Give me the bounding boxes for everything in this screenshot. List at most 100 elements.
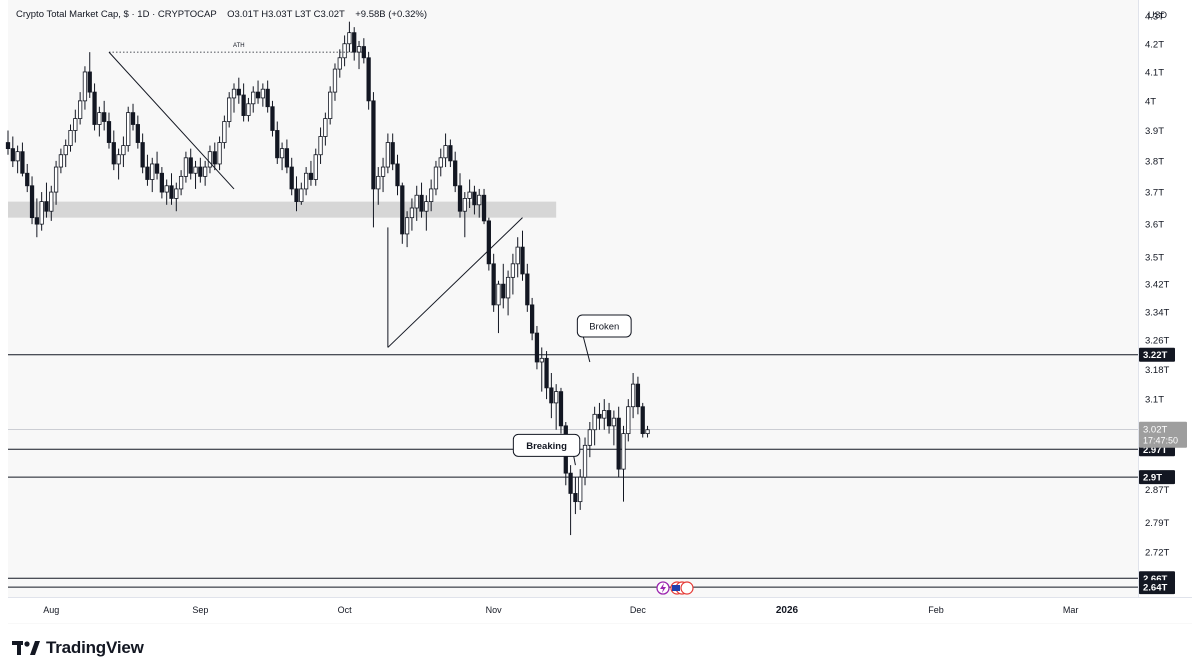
candle-body[interactable] <box>400 185 405 235</box>
candle-body[interactable] <box>58 154 64 168</box>
candle-body[interactable] <box>5 142 11 150</box>
candle-body[interactable] <box>611 417 617 427</box>
candle-body[interactable] <box>554 391 559 404</box>
candle-body[interactable] <box>303 172 309 190</box>
candle-body[interactable] <box>130 112 136 125</box>
candle-body[interactable] <box>332 68 338 93</box>
candle-body[interactable] <box>44 201 49 212</box>
candle-body[interactable] <box>453 160 458 187</box>
candle-body[interactable] <box>10 148 15 162</box>
candle-body[interactable] <box>328 91 333 119</box>
callout-box[interactable] <box>512 433 581 457</box>
candle-body[interactable] <box>616 417 621 470</box>
candle-body[interactable] <box>429 188 434 203</box>
candle-body[interactable] <box>337 57 342 70</box>
time-axis-row[interactable] <box>8 597 1192 623</box>
candle-body[interactable] <box>477 194 482 206</box>
candle-body[interactable] <box>419 194 424 212</box>
candle-body[interactable] <box>448 145 453 162</box>
candle-body[interactable] <box>390 142 395 165</box>
trendline[interactable] <box>387 217 523 348</box>
candle-body[interactable] <box>602 410 607 419</box>
candle-body[interactable] <box>457 185 463 212</box>
candle-body[interactable] <box>106 121 112 143</box>
candle-body[interactable] <box>356 46 362 53</box>
candle-body[interactable] <box>53 166 59 193</box>
candle-body[interactable] <box>347 32 352 45</box>
candle-body[interactable] <box>217 142 222 165</box>
candle-body[interactable] <box>15 151 20 162</box>
candle-body[interactable] <box>183 157 189 177</box>
interval-label[interactable]: 1D <box>137 9 150 20</box>
candle-body[interactable] <box>549 387 554 404</box>
candle-body[interactable] <box>621 433 626 470</box>
candle-body[interactable] <box>491 263 496 306</box>
candle-body[interactable] <box>140 142 145 168</box>
candle-body[interactable] <box>443 145 448 159</box>
candle-body[interactable] <box>626 406 631 435</box>
candle-body[interactable] <box>520 246 525 275</box>
candle-body[interactable] <box>544 357 549 389</box>
candle-body[interactable] <box>279 148 285 159</box>
candle-body[interactable] <box>308 172 314 180</box>
candle-body[interactable] <box>34 217 39 225</box>
candle-body[interactable] <box>515 246 520 265</box>
candle-body[interactable] <box>270 106 275 131</box>
candle-body[interactable] <box>203 166 208 177</box>
candle-body[interactable] <box>39 201 44 225</box>
chart-area[interactable] <box>8 0 1192 624</box>
candle-body[interactable] <box>505 276 511 299</box>
candle-body[interactable] <box>433 166 439 190</box>
candle-body[interactable] <box>92 91 97 125</box>
candle-body[interactable] <box>178 175 184 190</box>
candle-body[interactable] <box>82 71 88 102</box>
candle-body[interactable] <box>284 148 290 168</box>
candle-body[interactable] <box>246 103 251 116</box>
candle-body[interactable] <box>462 198 467 212</box>
candle-body[interactable] <box>323 118 328 137</box>
candle-body[interactable] <box>68 130 73 146</box>
candle-body[interactable] <box>87 71 92 93</box>
candle-body[interactable] <box>73 118 78 131</box>
candle-body[interactable] <box>404 217 410 235</box>
candle-body[interactable] <box>236 88 241 96</box>
candle-body[interactable] <box>97 112 102 125</box>
candle-body[interactable] <box>352 32 357 53</box>
candle-body[interactable] <box>645 429 650 435</box>
candle-body[interactable] <box>525 273 530 306</box>
candle-body[interactable] <box>275 130 280 159</box>
candle-body[interactable] <box>366 57 371 102</box>
candle-body[interactable] <box>640 406 645 435</box>
candle-body[interactable] <box>231 88 237 99</box>
candle-body[interactable] <box>77 100 83 119</box>
candle-body[interactable] <box>154 163 160 174</box>
candle-body[interactable] <box>529 304 535 334</box>
candle-body[interactable] <box>212 151 217 165</box>
candle-body[interactable] <box>539 357 544 363</box>
candle-body[interactable] <box>467 191 472 199</box>
candle-body[interactable] <box>193 166 198 174</box>
candle-body[interactable] <box>395 163 400 187</box>
candle-body[interactable] <box>424 201 429 212</box>
support-zone[interactable] <box>8 201 557 218</box>
level-price-tag[interactable] <box>1139 470 1175 485</box>
candle-body[interactable] <box>169 185 174 199</box>
candle-body[interactable] <box>380 166 386 177</box>
candle-body[interactable] <box>342 43 347 59</box>
candle-body[interactable] <box>635 383 641 408</box>
candle-body[interactable] <box>472 191 477 206</box>
candle-body[interactable] <box>121 145 126 156</box>
candle-body[interactable] <box>376 175 381 190</box>
candle-body[interactable] <box>313 154 318 180</box>
candle-body[interactable] <box>25 172 30 187</box>
candle-body[interactable] <box>49 191 54 212</box>
candle-body[interactable] <box>606 410 612 427</box>
candle-body[interactable] <box>385 142 391 168</box>
candle-body[interactable] <box>486 220 491 265</box>
candle-body[interactable] <box>116 154 121 165</box>
candle-body[interactable] <box>299 188 304 203</box>
candle-body[interactable] <box>438 157 443 168</box>
candle-body[interactable] <box>198 166 203 177</box>
candle-body[interactable] <box>126 112 131 146</box>
